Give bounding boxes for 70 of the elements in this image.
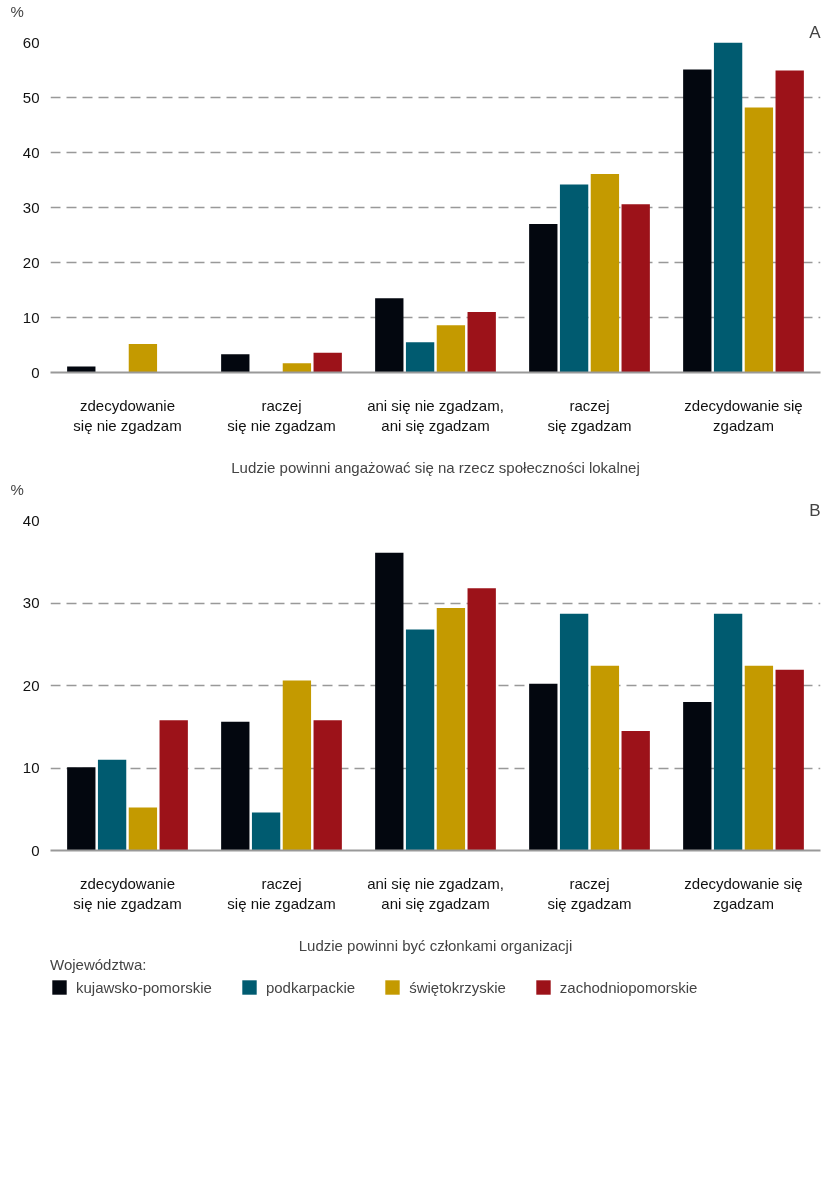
bar [559,184,589,373]
bar [775,669,804,851]
x-axis-title: Ludzie powinni być członkami organizacji [298,936,573,954]
bar [683,702,712,851]
y-axis-title: % [10,2,24,20]
bar [621,204,650,373]
bar [375,552,404,851]
bar [313,352,342,373]
legend-label: kujawsko-pomorskie [76,978,212,996]
bar [775,70,804,373]
bar [559,613,589,851]
bar [159,720,188,851]
bar [97,759,127,851]
bar [683,69,712,373]
bar [436,607,466,851]
bar [67,366,96,373]
x-tick-label: raczej się zgadzam [547,396,632,434]
y-tick-label: 60 [22,33,40,51]
bar [467,588,496,851]
legend-label: podkarpackie [265,978,356,996]
y-tick-label: 0 [31,841,40,859]
x-tick-label: raczej się nie zgadzam [227,396,336,434]
y-tick-label: 30 [22,198,40,216]
y-tick-label: 50 [22,88,40,106]
bar [529,683,558,851]
text: B [809,500,821,520]
bar [744,107,774,373]
bar [744,665,774,851]
bar [313,720,342,851]
bar [713,613,743,851]
y-tick-label: 20 [22,253,40,271]
bar [282,680,312,851]
y-tick-label: 20 [22,676,40,694]
bar [713,42,743,373]
bar [467,312,496,373]
legend-title: Województwa: [50,956,148,973]
bar [282,363,312,373]
bar [375,298,404,373]
x-tick-label: zdecydowanie się zgadzam [684,874,803,912]
x-tick-label: zdecydowanie się nie zgadzam [73,396,182,434]
legend-label: zachodniopomorskie [559,978,698,996]
bar [621,730,650,851]
x-axis-title: Ludzie powinni angażować się na rzecz społeczności lokalnej [231,458,640,476]
bar [590,173,620,373]
bar [221,354,250,373]
x-tick-label: zdecydowanie się zgadzam [684,396,803,434]
y-tick-label: 40 [22,511,40,529]
y-tick-label: 0 [31,363,40,381]
y-tick-label: 10 [22,759,40,776]
x-tick-label: ani się nie zgadzam, ani się zgadzam [367,396,504,434]
bar [128,343,158,373]
legend-label: świętokrzyskie [409,978,506,996]
bar [221,721,250,851]
y-tick-label: 40 [22,143,40,161]
bar [128,807,158,851]
y-tick-label: 10 [22,308,40,326]
text: A [809,22,822,42]
x-tick-label: raczej się zgadzam [547,874,632,912]
bar [436,325,466,373]
bar [590,665,620,851]
bar [529,224,558,373]
y-axis-title: % [10,480,24,498]
x-tick-label: zdecydowanie się nie zgadzam [73,874,182,912]
bar [405,629,435,851]
bar [251,812,281,851]
x-tick-label: raczej się nie zgadzam [227,874,336,912]
y-tick-label: 30 [22,594,40,611]
x-tick-label: ani się nie zgadzam, ani się zgadzam [367,874,504,912]
bar [67,767,96,851]
bar [405,342,435,373]
